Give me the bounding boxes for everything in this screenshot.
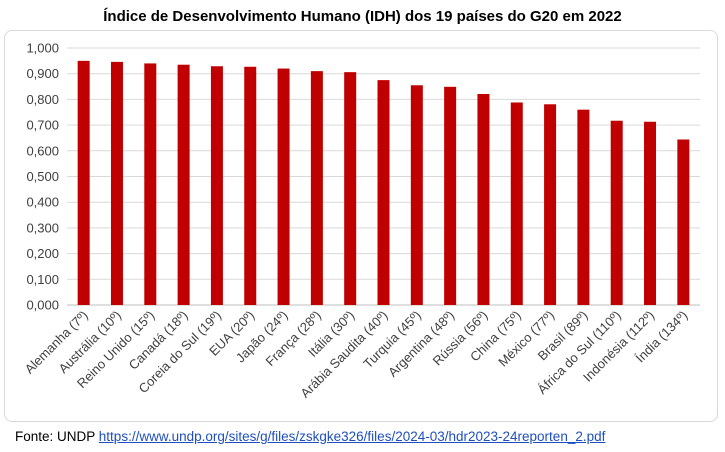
bar [544, 104, 557, 306]
bar [77, 60, 90, 305]
bar [144, 63, 157, 305]
bar [344, 72, 357, 306]
bar [410, 85, 423, 305]
source-label: Fonte: UNDP [15, 429, 99, 444]
bar [210, 66, 223, 305]
y-tick-label: 0,500 [26, 169, 59, 184]
bar-chart: 0,000 0,100 0,200 0,300 0,400 0,500 0,600 0,700… [22, 41, 700, 401]
bar [510, 102, 523, 305]
y-tick-label: 0,100 [26, 272, 59, 287]
y-tick-label: 0,400 [26, 195, 59, 210]
y-tick-label: 0,600 [26, 143, 59, 158]
bar [677, 139, 690, 305]
bar [277, 68, 290, 305]
y-tick-label: 1,000 [26, 41, 59, 56]
bar [177, 64, 190, 305]
bar [577, 109, 590, 306]
bar [444, 86, 457, 305]
y-tick-label: 0,800 [26, 92, 59, 107]
bar [377, 80, 390, 305]
bar [477, 94, 490, 306]
chart-frame [4, 30, 718, 422]
bar [310, 71, 323, 305]
y-tick-label: 0,700 [26, 118, 59, 133]
source-note: Fonte: UNDP https://www.undp.org/sites/g… [15, 429, 605, 444]
bar [244, 66, 257, 305]
source-link[interactable]: https://www.undp.org/sites/g/files/zskgk… [98, 429, 606, 444]
bar [110, 61, 123, 306]
bar [644, 121, 657, 305]
bar [610, 120, 623, 305]
y-tick-label: 0,000 [26, 298, 59, 313]
y-tick-label: 0,200 [26, 246, 59, 261]
chart-title: Índice de Desenvolvimento Humano (IDH) d… [103, 8, 622, 25]
y-tick-label: 0,900 [26, 66, 59, 81]
y-tick-label: 0,300 [26, 220, 59, 235]
